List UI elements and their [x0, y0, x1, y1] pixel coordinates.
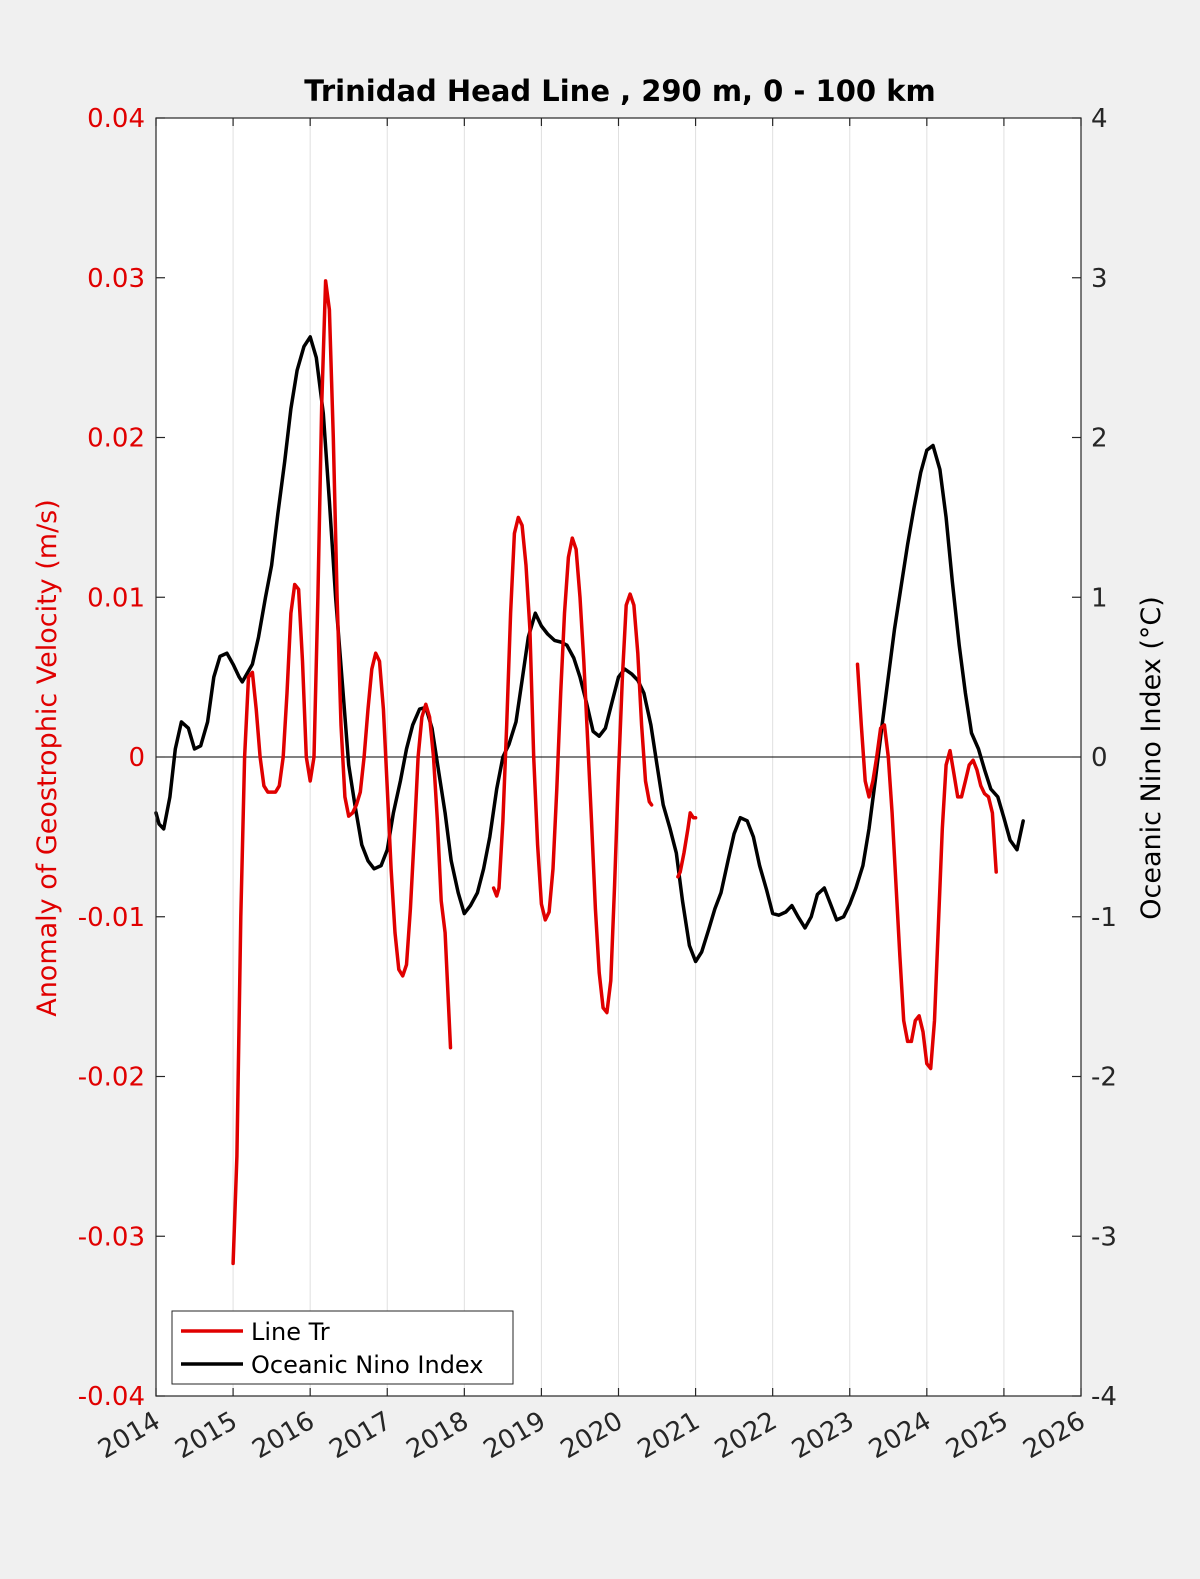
y-right-tick-label: 2 — [1091, 424, 1108, 454]
legend-label-oni: Oceanic Nino Index — [251, 1351, 483, 1379]
line-tr-segment — [676, 811, 698, 879]
y-right-tick-label: 0 — [1091, 743, 1108, 773]
line-tr-segment — [491, 515, 654, 1015]
y-left-tick-label: -0.01 — [78, 903, 145, 933]
y-left-tick-label: -0.03 — [78, 1222, 145, 1252]
y-left-tick-label: -0.04 — [78, 1382, 145, 1412]
chart-title: Trinidad Head Line , 290 m, 0 - 100 km — [304, 74, 935, 108]
y-left-tick-label: 0.01 — [87, 583, 145, 613]
y-right-tick-label: -2 — [1091, 1063, 1117, 1093]
y-right-tick-label: -1 — [1091, 903, 1117, 933]
legend-label-line-tr: Line Tr — [251, 1318, 330, 1346]
y-right-tick-label: -3 — [1091, 1222, 1117, 1252]
y-left-tick-label: 0.02 — [87, 424, 145, 454]
legend-box — [171, 1310, 514, 1385]
y-right-tick-label: 1 — [1091, 583, 1108, 613]
line-tr-segment — [855, 662, 998, 1071]
y-right-tick-label: 4 — [1091, 104, 1108, 134]
y-right-tick-label: -4 — [1091, 1382, 1117, 1412]
y-left-tick-label: 0.03 — [87, 264, 145, 294]
legend: Line Tr Oceanic Nino Index — [171, 1310, 514, 1385]
line-tr-segment — [231, 279, 453, 1266]
series-layer — [154, 279, 1025, 1266]
series-line-tr — [231, 279, 998, 1266]
y-axis-right-label: Oceanic Nino Index (°C) — [1136, 596, 1167, 920]
y-axis-left-label: Anomaly of Geostrophic Velocity (m/s) — [32, 499, 63, 1017]
y-left-tick-label: -0.02 — [78, 1063, 145, 1093]
y-left-tick-label: 0 — [128, 743, 145, 773]
y-left-tick-label: 0.04 — [87, 104, 145, 134]
y-right-tick-label: 3 — [1091, 264, 1108, 294]
